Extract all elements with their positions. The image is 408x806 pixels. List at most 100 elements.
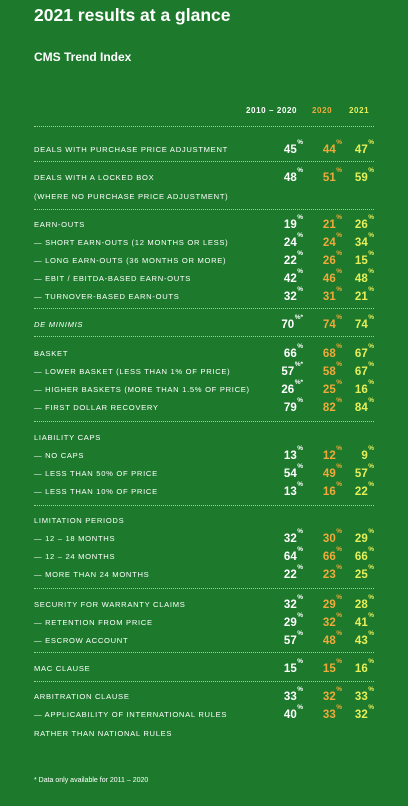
value-col-2: 74% [323, 314, 342, 331]
value-number: 26 [322, 254, 336, 267]
value-unit: % [336, 379, 342, 386]
value-number: 21 [322, 218, 336, 231]
value-col-1: 19% [283, 214, 303, 231]
value-number: 30 [322, 532, 336, 545]
value-unit: % [297, 658, 303, 665]
table-row: — LOWER BASKET (LESS THAN 1% OF PRICE) 57… [0, 361, 408, 381]
value-number: 48 [283, 171, 297, 184]
table-row: EARN-OUTS 19% 21% 26% [0, 214, 408, 234]
value-col-1: 54% [284, 463, 303, 480]
value-unit: % [297, 445, 303, 452]
value-unit: % [368, 250, 374, 257]
row-label: — LESS THAN 50% OF PRICE [34, 469, 158, 478]
value-unit: %* [294, 379, 303, 386]
value-number: 22 [354, 485, 368, 498]
value-col-1: 26%* [281, 379, 303, 396]
value-col-1: 79% [284, 397, 303, 414]
table-row: — ESCROW ACCOUNT 57% 48% 43% [0, 630, 408, 650]
value-unit: % [336, 250, 342, 257]
value-unit: % [297, 214, 303, 221]
table-row: — 12 – 18 MONTHS 32% 30% 29% [0, 528, 408, 548]
value-col-3: 47% [355, 139, 374, 156]
value-number: 49 [322, 467, 336, 480]
value-col-3: 66% [354, 546, 374, 563]
value-col-1: 22% [284, 564, 303, 581]
value-unit: % [336, 463, 342, 470]
value-number: 66 [354, 550, 368, 563]
value-col-3: 59% [355, 167, 374, 184]
value-unit: % [297, 704, 303, 711]
value-unit: % [336, 397, 342, 404]
value-col-2: 33% [323, 704, 342, 721]
value-col-2: 46% [322, 268, 342, 285]
value-unit: % [297, 250, 303, 257]
row-label: ARBITRATION CLAUSE [34, 692, 130, 701]
row-label: — LESS THAN 10% OF PRICE [34, 487, 158, 496]
divider [34, 161, 374, 162]
table-row: DEALS WITH PURCHASE PRICE ADJUSTMENT 45% 4… [0, 139, 408, 159]
value-number: 67 [354, 347, 368, 360]
value-number: 16 [322, 485, 336, 498]
value-number: 51 [322, 171, 336, 184]
value-unit: % [368, 463, 374, 470]
value-col-1: 48% [283, 167, 303, 184]
value-unit: % [336, 286, 342, 293]
value-col-1: 32% [283, 594, 303, 611]
value-number: 74 [354, 318, 368, 331]
row-label: — LONG EARN-OUTS (36 MONTHS OR MORE) [34, 256, 227, 265]
table-row: RATHER THAN NATIONAL RULES [0, 727, 408, 743]
table-row: — HIGHER BASKETS (MORE THAN 1.5% OF PRIC… [0, 379, 408, 399]
row-label: BASKET [34, 349, 69, 358]
value-unit: % [297, 594, 303, 601]
value-col-1: 57% [284, 630, 303, 647]
row-label: — HIGHER BASKETS (MORE THAN 1.5% OF PRIC… [34, 385, 250, 394]
value-unit: % [336, 564, 342, 571]
value-number: 67 [354, 365, 368, 378]
column-header-2010-2020: 2010 – 2020 [246, 106, 298, 115]
value-col-2: 16% [322, 481, 342, 498]
row-label: — MORE THAN 24 MONTHS [34, 570, 150, 579]
row-label: LIMITATION PERIODS [34, 516, 125, 525]
value-number: 16 [354, 662, 368, 675]
value-col-3: 48% [355, 268, 374, 285]
value-number: 33 [283, 690, 297, 703]
table-row: MAC CLAUSE 15% 15% 16% [0, 658, 408, 678]
table-row: DE MINIMIS 70%* 74% 74% [0, 314, 408, 334]
row-label: — ESCROW ACCOUNT [34, 636, 129, 645]
value-number: 32 [283, 598, 297, 611]
table-row: — NO CAPS 13% 12% 9% [0, 445, 408, 465]
value-unit: % [336, 612, 342, 619]
value-unit: % [368, 214, 374, 221]
page-subtitle: CMS Trend Index [34, 50, 132, 64]
table-row: LIABILITY CAPS [0, 431, 408, 447]
value-number: 29 [322, 598, 336, 611]
row-label: EARN-OUTS [34, 220, 86, 229]
value-col-1: 45% [284, 139, 303, 156]
value-unit: % [368, 528, 374, 535]
value-col-2: 66% [323, 546, 342, 563]
value-unit: % [368, 167, 374, 174]
value-col-1: 42% [284, 268, 303, 285]
value-col-2: 32% [323, 686, 342, 703]
divider [34, 652, 374, 653]
value-unit: % [336, 314, 342, 321]
row-label: — SHORT EARN-OUTS (12 MONTHS OR LESS) [34, 238, 229, 247]
row-label: — FIRST DOLLAR RECOVERY [34, 403, 159, 412]
column-header-2020: 2020 [312, 106, 333, 115]
value-number: 31 [322, 290, 336, 303]
value-col-3: 57% [355, 463, 374, 480]
value-col-3: 67% [354, 343, 374, 360]
value-number: 13 [283, 449, 297, 462]
value-number: 23 [322, 568, 336, 581]
value-col-1: 24% [284, 232, 303, 249]
value-col-1: 13% [283, 445, 303, 462]
value-number: 19 [283, 218, 297, 231]
row-label: SECURITY FOR WARRANTY CLAIMS [34, 600, 186, 609]
value-unit: % [368, 612, 374, 619]
value-number: 46 [322, 272, 336, 285]
divider [34, 421, 374, 422]
value-col-3: 9% [361, 445, 374, 462]
value-unit: % [368, 704, 374, 711]
value-number: 15 [283, 662, 297, 675]
table-row: (WHERE NO PURCHASE PRICE ADJUSTMENT) [0, 190, 408, 206]
